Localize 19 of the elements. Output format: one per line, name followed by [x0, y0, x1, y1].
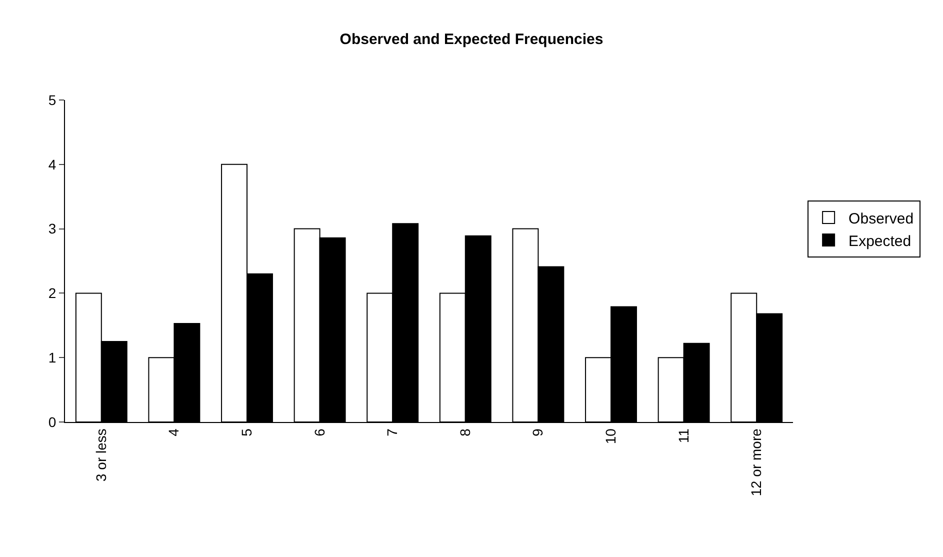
y-tick-label: 4 [48, 156, 56, 172]
x-tick-label: 3 or less [92, 428, 109, 482]
legend-label: Expected [848, 232, 912, 250]
y-tick-label: 2 [48, 285, 56, 302]
x-tick-label: 12 or more [748, 428, 764, 496]
x-tick-label: 8 [456, 428, 473, 436]
y-tick-label: 3 [48, 220, 56, 237]
y-tick-label: 1 [48, 350, 56, 366]
x-tick-label: 5 [238, 428, 255, 436]
x-tick-label: 11 [675, 428, 692, 444]
y-tick-label: 5 [48, 92, 56, 108]
legend-label: Observed [848, 210, 914, 228]
chart-title: Observed and Expected Frequencies [340, 30, 604, 48]
x-tick-label: 6 [311, 428, 328, 436]
x-tick-label: 4 [166, 428, 182, 436]
x-tick-label: 7 [384, 428, 400, 436]
x-tick-label: 10 [602, 428, 619, 444]
y-tick-label: 0 [48, 414, 56, 430]
x-tick-label: 9 [530, 428, 546, 436]
